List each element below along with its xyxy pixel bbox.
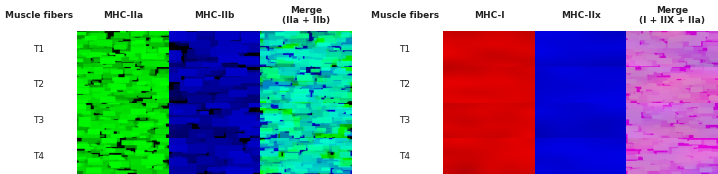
Text: MHC-I: MHC-I [474, 11, 505, 20]
Text: MHC-IIa: MHC-IIa [103, 11, 144, 20]
Text: T4: T4 [399, 152, 410, 161]
Text: Merge
(IIa + IIb): Merge (IIa + IIb) [282, 6, 330, 25]
Text: T1: T1 [399, 45, 410, 54]
Text: MHC-IIx: MHC-IIx [561, 11, 601, 20]
Text: T2: T2 [399, 80, 410, 89]
Text: Muscle fibers: Muscle fibers [4, 11, 73, 20]
Text: Merge
(I + IIX + IIa): Merge (I + IIX + IIa) [639, 6, 705, 25]
Text: T3: T3 [33, 116, 45, 125]
Text: T3: T3 [399, 116, 410, 125]
Text: MHC-IIb: MHC-IIb [195, 11, 235, 20]
Text: T1: T1 [33, 45, 45, 54]
Text: T2: T2 [33, 80, 45, 89]
Text: T4: T4 [33, 152, 45, 161]
Text: Muscle fibers: Muscle fibers [370, 11, 439, 20]
